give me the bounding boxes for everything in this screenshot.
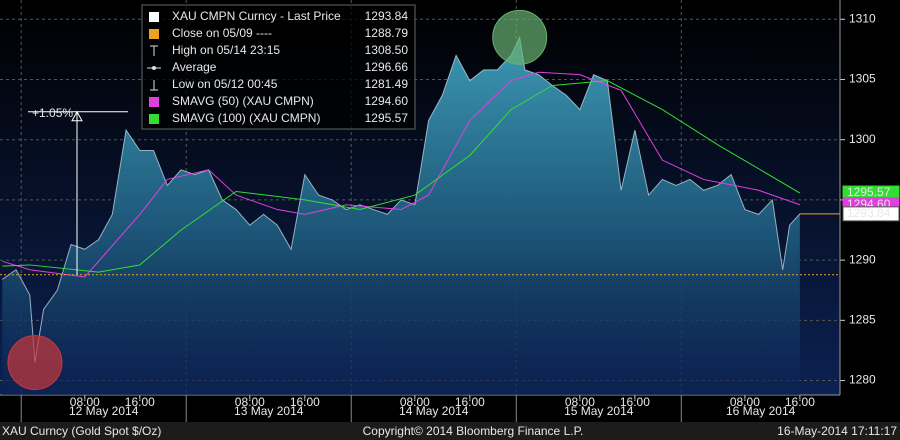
legend-label: XAU CMPN Curncy - Last Price [172,9,341,23]
footer-center: Copyright© 2014 Bloomberg Finance L.P. [363,424,584,438]
legend-value: 1294.60 [365,94,409,108]
sma-line [2,80,801,273]
x-tick-label: 08:00 [730,395,760,409]
x-tick-label: 16:00 [785,395,815,409]
y-tick-label: 1280 [849,373,876,387]
y-tick-label: 1290 [849,252,876,266]
x-group-label: 14 May 2014 [399,404,469,418]
x-tick-label: 08:00 [70,395,100,409]
x-group-label: 12 May 2014 [69,404,139,418]
legend-swatch [149,114,159,124]
legend-value: 1296.66 [365,60,409,74]
footer-left: XAU Curncy (Gold Spot $/Oz) [2,424,161,438]
x-group-label: 13 May 2014 [234,404,304,418]
low-highlight [7,335,63,391]
price-line [2,35,801,363]
x-tick-label: 08:00 [400,395,430,409]
legend-value: 1295.57 [365,111,409,125]
value-box-label: 1293.84 [847,206,891,220]
annotation-arrow [71,110,83,122]
x-tick-label: 08:00 [565,395,595,409]
legend-label: Average [172,60,217,74]
legend-label: High on 05/14 23:15 [172,43,280,57]
legend-swatch [149,29,159,39]
legend-box [141,4,416,130]
value-box-label: 1295.57 [847,185,891,199]
footer-bar [0,422,900,440]
annotation-label: +1.05% [32,106,73,120]
y-tick-label: 1285 [849,313,876,327]
y-tick-label: 1300 [849,132,876,146]
legend-label: Low on 05/12 00:45 [172,77,278,91]
legend-value: 1293.84 [365,9,409,23]
price-area [2,37,800,396]
legend-icon [150,45,158,56]
x-tick-label: 16:00 [290,395,320,409]
value-box [842,206,900,222]
x-tick-label: 08:00 [235,395,265,409]
x-tick-label: 16:00 [455,395,485,409]
legend-swatch [149,97,159,107]
x-tick-label: 16:00 [620,395,650,409]
legend-value: 1288.79 [365,26,409,40]
annotation-bracket [28,111,128,275]
legend-icon [152,66,156,70]
footer-right: 16-May-2014 17:11:17 [777,424,897,438]
high-highlight [492,9,548,65]
legend-label: SMAVG (100) (XAU CMPN) [172,111,320,125]
legend-icon [150,80,158,91]
legend-value: 1308.50 [365,43,409,57]
x-group-label: 16 May 2014 [726,404,796,418]
x-tick-label: 16:00 [125,395,155,409]
x-group-label: 15 May 2014 [564,404,634,418]
legend-label: SMAVG (50) (XAU CMPN) [172,94,314,108]
legend-value: 1281.49 [365,77,409,91]
y-tick-label: 1305 [849,72,876,86]
sma-line [2,71,801,278]
legend-swatch [149,12,159,22]
y-tick-label: 1310 [849,11,876,25]
legend-label: Close on 05/09 ---- [172,26,272,40]
